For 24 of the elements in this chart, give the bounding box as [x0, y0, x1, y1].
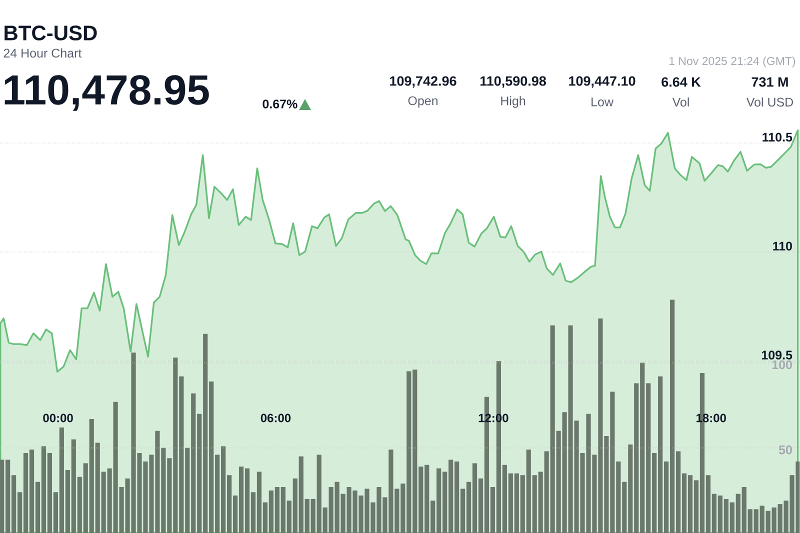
text: 6.64 K: [662, 77, 701, 87]
text: High: [501, 96, 526, 108]
chart-title: BTC-USD: [4, 26, 97, 40]
text: Open: [408, 96, 438, 108]
text: 110,478.95: [4, 75, 209, 111]
text: 110,590.98: [480, 76, 546, 88]
text: Vol: [672, 97, 689, 107]
text: Vol USD: [746, 97, 794, 107]
text: 109,447.10: [569, 76, 636, 88]
y-tick-label: 110: [773, 242, 792, 251]
text: 109,742.96: [390, 76, 456, 88]
y-tick-label: 110.5: [762, 132, 792, 142]
text: 0.67%: [262, 100, 298, 108]
text: Low: [592, 98, 614, 106]
text: 1 Nov 2025 21:24 (GMT): [669, 56, 796, 68]
chart-subtitle: 24 Hour Chart: [4, 48, 82, 58]
y2-tick-label: 100: [772, 360, 792, 370]
y-tick-label: 109.5: [762, 350, 792, 360]
text: 731 M: [752, 77, 788, 87]
x-tick-label: 18:00: [696, 414, 726, 422]
x-tick-label: 06:00: [260, 414, 291, 422]
y2-tick-label: 50: [778, 445, 792, 454]
x-tick-label: 00:00: [43, 414, 73, 422]
x-tick-label: 12:00: [478, 414, 508, 422]
